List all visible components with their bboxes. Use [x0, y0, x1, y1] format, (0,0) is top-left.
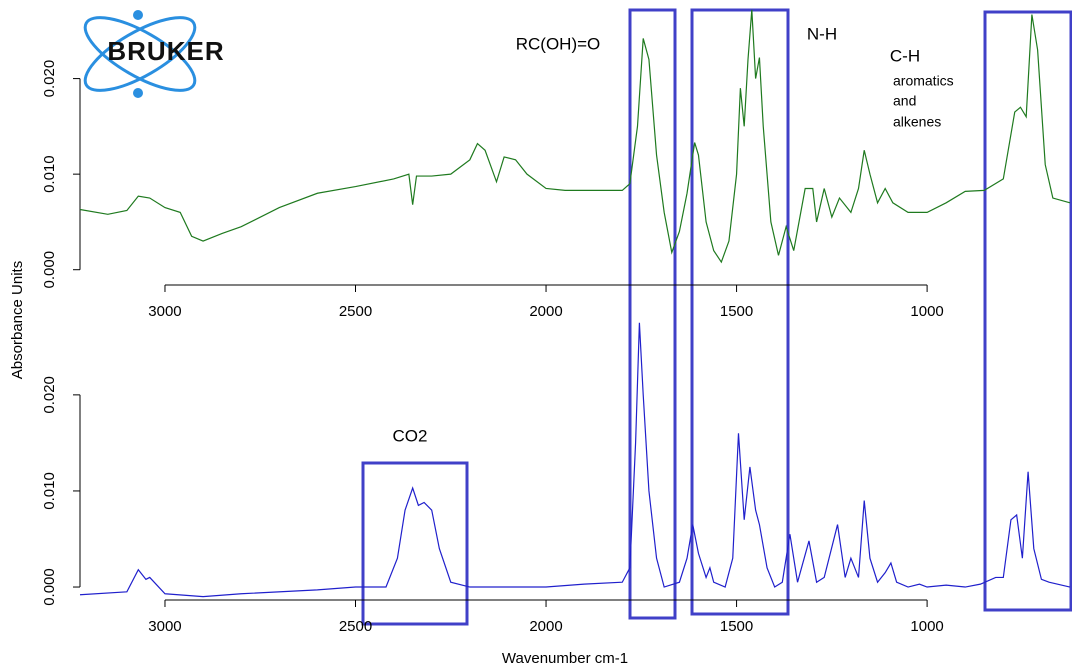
x-axis-label: Wavenumber cm-1: [502, 650, 628, 667]
highlight-box: [983, 10, 1072, 612]
logo-text: BRUKER: [107, 36, 224, 66]
x-tick-label: 2500: [339, 303, 372, 320]
annotation: N-H: [807, 24, 837, 43]
x-tick-label: 1500: [720, 618, 753, 635]
logo: BRUKER: [83, 10, 224, 98]
y-tick-label: 0.010: [41, 472, 58, 510]
x-tick-label: 1000: [910, 618, 943, 635]
y-tick-label: 0.000: [41, 251, 58, 289]
annotation: and: [893, 93, 916, 109]
x-tick-label: 2000: [529, 303, 562, 320]
spectrum-line: [79, 322, 1071, 598]
y-tick-label: 0.020: [41, 376, 58, 414]
y-axis-label: Absorbance Units: [9, 261, 26, 379]
annotation: RC(OH)=O: [516, 34, 601, 53]
logo-orbit: [83, 16, 197, 92]
annotation: alkenes: [893, 114, 941, 130]
logo-dot: [133, 88, 143, 98]
logo-orbit: [83, 16, 197, 92]
y-tick-label: 0.000: [41, 568, 58, 606]
spectrum-line: [79, 9, 1071, 264]
x-tick-label: 2500: [339, 618, 372, 635]
x-tick-label: 1500: [720, 303, 753, 320]
y-tick-label: 0.010: [41, 155, 58, 193]
annotation: C-H: [890, 46, 920, 65]
x-tick-label: 1000: [910, 303, 943, 320]
y-tick-label: 0.020: [41, 60, 58, 98]
x-tick-label: 3000: [148, 303, 181, 320]
x-tick-label: 3000: [148, 618, 181, 635]
highlight-box: [690, 8, 790, 616]
highlight-boxes: [361, 8, 1072, 626]
highlight-box: [628, 8, 677, 620]
logo-dot: [133, 10, 143, 20]
annotation: CO2: [393, 426, 428, 445]
highlight-box: [361, 461, 469, 626]
annotation: aromatics: [893, 73, 954, 89]
x-tick-label: 2000: [529, 618, 562, 635]
